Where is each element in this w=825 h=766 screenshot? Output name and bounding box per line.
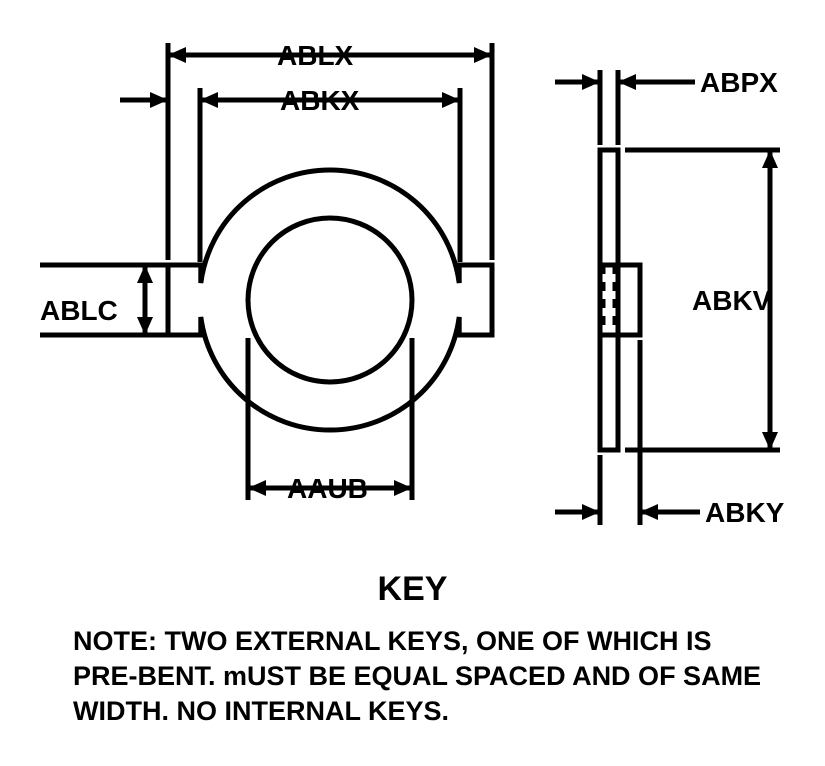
dim-abpx: ABPX: [555, 67, 778, 145]
dim-abky: ABKY: [555, 340, 785, 528]
front-inner-circle: [248, 218, 412, 382]
note-text: NOTE: TWO EXTERNAL KEYS, ONE OF WHICH IS…: [73, 624, 773, 729]
label-aaub: AAUB: [287, 473, 368, 504]
label-abpx: ABPX: [700, 67, 778, 98]
label-ablx: ABLX: [277, 40, 354, 71]
dim-aaub: AAUB: [248, 338, 412, 504]
label-ablc: ABLC: [40, 295, 118, 326]
label-abkx: ABKX: [280, 85, 360, 116]
diagram-page: ABLX ABKX ABLC AAUB: [0, 0, 825, 766]
front-outer-outline: [168, 170, 492, 430]
label-abkv: ABKV: [692, 285, 772, 316]
dim-abkv: ABKV: [625, 150, 780, 450]
technical-drawing: ABLX ABKX ABLC AAUB: [0, 0, 825, 560]
side-view: [600, 150, 640, 450]
dim-ablc: ABLC: [40, 265, 195, 335]
dim-abkx: ABKX: [200, 85, 460, 262]
label-abky: ABKY: [705, 497, 785, 528]
key-heading: KEY: [0, 570, 825, 609]
